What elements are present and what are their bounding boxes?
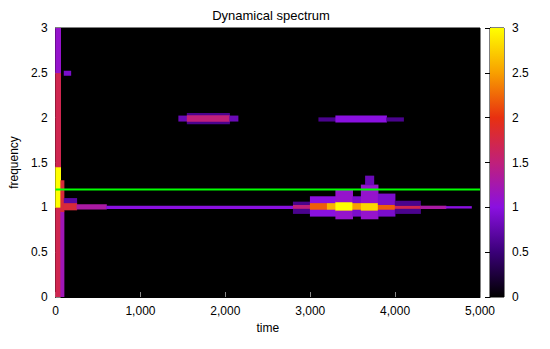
- svg-text:1,000: 1,000: [125, 304, 155, 318]
- svg-text:5,000: 5,000: [465, 304, 495, 318]
- svg-text:2: 2: [41, 111, 48, 125]
- svg-text:Dynamical spectrum: Dynamical spectrum: [212, 8, 330, 23]
- svg-text:1.5: 1.5: [31, 156, 48, 170]
- svg-text:0.5: 0.5: [31, 245, 48, 259]
- svg-text:3,000: 3,000: [295, 304, 325, 318]
- svg-text:2.5: 2.5: [512, 66, 529, 80]
- svg-text:1: 1: [41, 200, 48, 214]
- svg-text:4,000: 4,000: [380, 304, 410, 318]
- svg-text:0.5: 0.5: [512, 245, 529, 259]
- svg-text:0: 0: [512, 290, 519, 304]
- svg-text:2: 2: [512, 111, 519, 125]
- svg-text:1: 1: [512, 200, 519, 214]
- svg-text:0: 0: [52, 304, 59, 318]
- svg-text:2.5: 2.5: [31, 66, 48, 80]
- svg-text:3: 3: [512, 21, 519, 35]
- svg-text:2,000: 2,000: [210, 304, 240, 318]
- svg-text:1.5: 1.5: [512, 156, 529, 170]
- svg-text:frequency: frequency: [7, 136, 21, 189]
- svg-text:time: time: [256, 321, 279, 335]
- svg-text:0: 0: [41, 290, 48, 304]
- svg-text:3: 3: [41, 21, 48, 35]
